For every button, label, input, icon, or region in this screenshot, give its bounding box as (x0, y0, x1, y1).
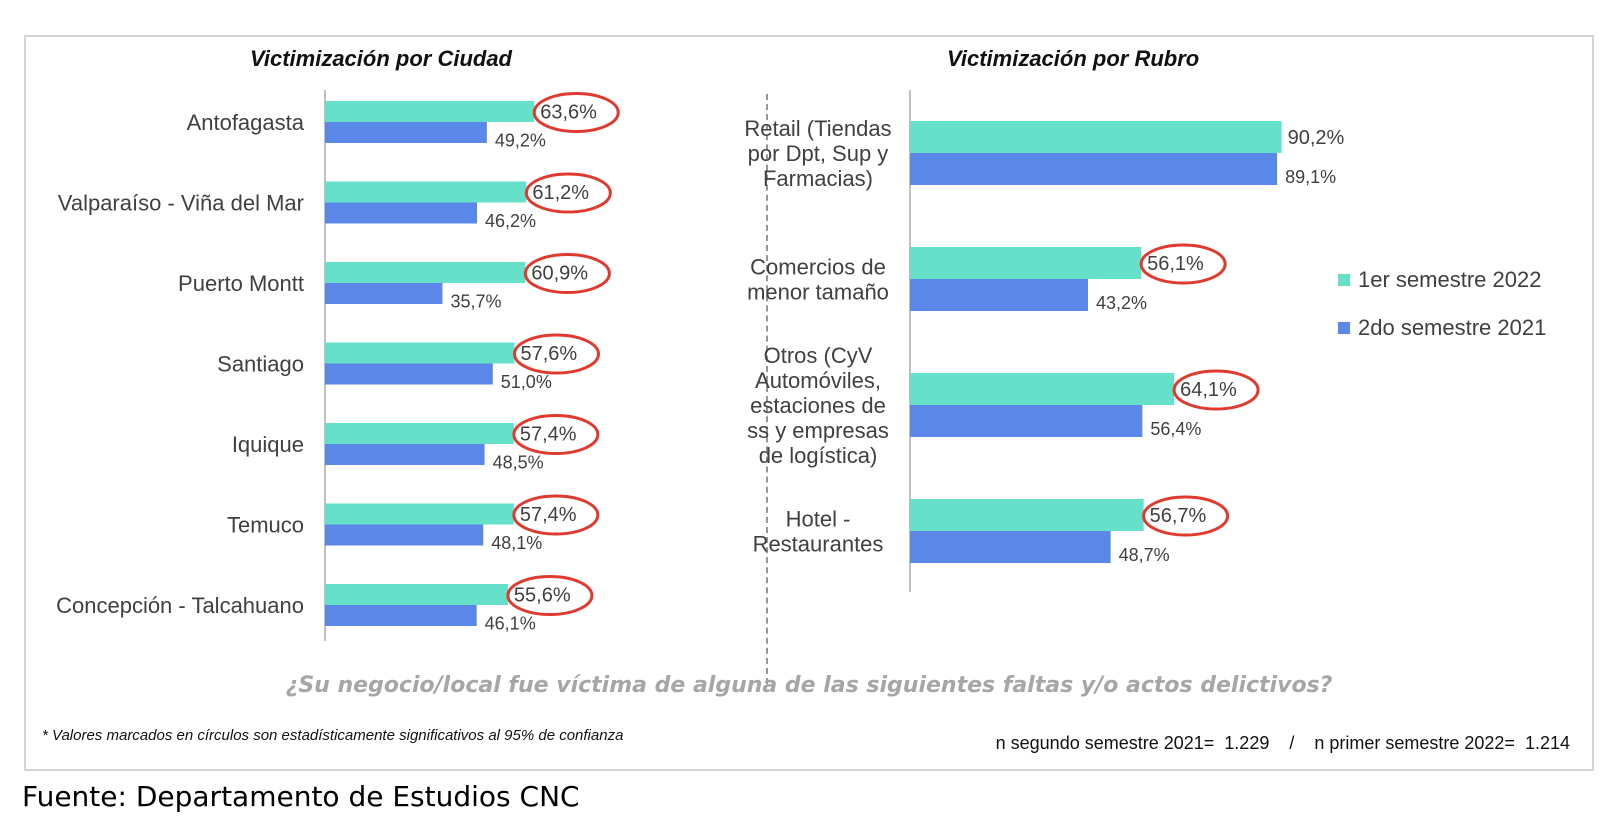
significance-circle-1 (524, 172, 612, 214)
significance-circle-6 (506, 575, 594, 616)
data-label-2022-6: 55,6% (514, 585, 571, 607)
data-label-2022-3: 57,6% (521, 343, 578, 365)
bar-2021-1 (325, 202, 477, 224)
bar-2021-5 (325, 524, 484, 546)
significance-circle-2 (1172, 369, 1260, 411)
category-label: Valparaíso - Viña del Mar (58, 191, 304, 216)
category-label: Temuco (227, 513, 304, 538)
bar-2022-2 (325, 262, 526, 283)
legend-label-2022: 1er semestre 2022 (1358, 267, 1542, 292)
significance-circle-3 (1142, 495, 1230, 537)
legend-label-2021: 2do semestre 2021 (1358, 315, 1547, 340)
bar-2021-3 (325, 363, 493, 385)
data-label-2021-4: 48,5% (493, 453, 544, 473)
bar-2022-6 (325, 584, 508, 605)
bar-2022-2 (910, 373, 1175, 405)
bar-2022-3 (325, 342, 515, 364)
category-label: Otros (CyV Automóviles, estaciones de ss y … (747, 343, 889, 468)
significance-circle-2 (523, 253, 611, 294)
significance-circle-4 (512, 414, 600, 455)
data-label-2022-5: 57,4% (520, 504, 577, 526)
bar-2021-0 (325, 122, 487, 143)
sample-size-note: n segundo semestre 2021= 1.229 / n prime… (995, 733, 1570, 753)
bar-2022-5 (325, 503, 514, 525)
left-chart-title: Victimización por Ciudad (250, 46, 512, 71)
survey-question: ¿Su negocio/local fue víctima de alguna … (285, 673, 1333, 698)
significance-circle-3 (513, 333, 601, 375)
category-label: Santiago (217, 352, 304, 377)
data-label-2022-2: 64,1% (1180, 379, 1237, 401)
bar-2022-0 (910, 121, 1282, 153)
data-label-2021-5: 48,1% (491, 533, 542, 553)
right-chart-title: Victimización por Rubro (947, 46, 1200, 71)
data-label-2022-0: 90,2% (1288, 127, 1345, 149)
significance-circle-0 (532, 92, 620, 133)
category-label: Retail (Tiendas por Dpt, Sup y Farmacias) (744, 116, 891, 191)
data-label-2022-0: 63,6% (540, 102, 597, 124)
data-label-2022-1: 61,2% (532, 182, 589, 204)
bar-2021-0 (910, 153, 1278, 185)
legend-item-2021: 2do semestre 2021 (1338, 304, 1546, 352)
data-label-2021-3: 48,7% (1119, 545, 1170, 565)
data-label-2022-2: 60,9% (531, 263, 588, 285)
category-label: Puerto Montt (178, 271, 304, 296)
chart-frame (24, 35, 1594, 771)
data-label-2022-1: 56,1% (1147, 253, 1204, 275)
bar-2021-3 (910, 531, 1111, 563)
bar-2022-3 (910, 499, 1144, 531)
category-label: Antofagasta (187, 110, 305, 135)
significance-circle-1 (1139, 243, 1227, 285)
legend-swatch-2022 (1338, 274, 1350, 286)
category-label: Hotel -Restaurantes (753, 507, 884, 557)
significance-footnote: * Valores marcados en círculos son estad… (42, 727, 624, 744)
bar-2022-1 (325, 181, 527, 203)
data-label-2021-2: 56,4% (1150, 419, 1201, 439)
data-label-2021-3: 51,0% (501, 372, 552, 392)
data-label-2021-6: 46,1% (485, 614, 536, 634)
data-label-2022-4: 57,4% (520, 424, 577, 446)
data-label-2021-1: 46,2% (485, 211, 536, 231)
bar-2021-6 (325, 605, 477, 626)
bar-2021-2 (325, 283, 443, 304)
bar-2021-1 (910, 279, 1088, 311)
bar-2022-4 (325, 423, 514, 444)
significance-circle-5 (512, 494, 600, 536)
data-label-2021-0: 49,2% (495, 131, 546, 151)
data-label-2021-2: 35,7% (450, 292, 501, 312)
source-caption: Fuente: Departamento de Estudios CNC (22, 780, 580, 813)
bar-2022-1 (910, 247, 1142, 279)
legend-item-2022: 1er semestre 2022 (1338, 256, 1546, 304)
bar-2021-2 (910, 405, 1143, 437)
data-label-2021-0: 89,1% (1285, 167, 1336, 187)
legend-swatch-2021 (1338, 322, 1350, 334)
chart-divider (766, 94, 768, 684)
category-label: Comercios de menor tamaño (747, 255, 889, 305)
bar-2022-0 (325, 101, 535, 122)
category-label: Iquique (232, 432, 304, 457)
legend: 1er semestre 2022 2do semestre 2021 (1338, 256, 1546, 352)
bar-2021-4 (325, 444, 485, 465)
data-label-2021-1: 43,2% (1096, 293, 1147, 313)
data-label-2022-3: 56,7% (1150, 505, 1207, 527)
category-label: Concepción - Talcahuano (56, 593, 304, 618)
